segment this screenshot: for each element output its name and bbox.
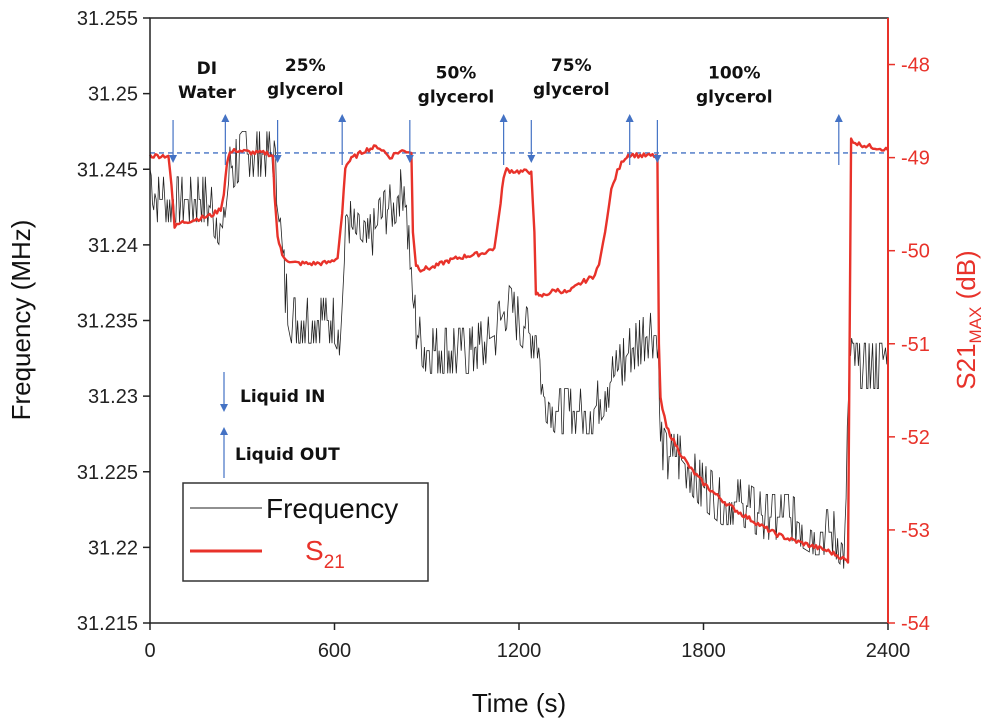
ticks-layer: 0 600 1200 1800 2400 31.215 31.22 31.225 31.23 31…	[77, 8, 930, 662]
x-tick-label: 2400	[866, 640, 911, 662]
stage-annotation: 100% glycerol	[696, 64, 773, 108]
arrow-key-out-label: Liquid OUT	[235, 445, 340, 465]
arrow-key-in-head	[220, 404, 228, 412]
y-tick-label: 31.215	[77, 613, 138, 635]
y-axis-title: Frequency (MHz)	[6, 220, 36, 421]
stage-annotation: 50% glycerol	[418, 64, 495, 108]
liquid-out-arrow-head	[338, 114, 347, 122]
liquid-out-arrow-head	[499, 114, 508, 122]
stage-annotation-line: glycerol	[267, 80, 344, 100]
x-axis-title: Time (s)	[472, 688, 566, 718]
y2-axis-title-sub: MAX	[966, 307, 985, 344]
liquid-in-arrow-head	[527, 155, 536, 163]
stage-annotation-line: DI	[197, 59, 217, 79]
stage-annotation-line: 25%	[285, 56, 326, 76]
y2-tick-label: -48	[901, 55, 930, 77]
series-s21-line	[149, 137, 889, 564]
stage-annotation-line: glycerol	[696, 88, 773, 108]
liquid-in-arrow-head	[169, 155, 178, 163]
stage-annotation-line: glycerol	[418, 88, 495, 108]
arrow-key-in-label: Liquid IN	[240, 387, 325, 407]
liquid-in-arrow-head	[273, 155, 282, 163]
y-tick-label: 31.255	[77, 8, 138, 30]
liquid-in-arrow-head	[405, 155, 414, 163]
y2-tick-label: -53	[901, 520, 930, 542]
x-tick-label: 600	[318, 640, 351, 662]
y2-axis-title-main: S21	[951, 343, 981, 389]
x-tick-label: 0	[144, 640, 155, 662]
liquid-out-arrow-head	[834, 114, 843, 122]
liquid-out-arrow-head	[221, 114, 230, 122]
stage-annotation-line: glycerol	[533, 80, 610, 100]
stage-annotation-line: 50%	[436, 64, 477, 84]
legend-box	[182, 482, 429, 582]
y2-tick-label: -52	[901, 427, 930, 449]
y-tick-label: 31.23	[88, 386, 138, 408]
legend-label-frequency: Frequency	[266, 493, 398, 524]
annotation-layer: DI Water 25% glycerol 50% glycerol 75% glycerol…	[169, 56, 843, 165]
y2-axis-title: S21MAX (dB)	[951, 250, 985, 389]
x-tick-label: 1800	[681, 640, 726, 662]
stage-annotation-line: 75%	[551, 56, 592, 76]
legend: Frequency S21	[182, 482, 429, 582]
y2-tick-label: -49	[901, 148, 930, 170]
y-tick-label: 31.225	[77, 462, 138, 484]
series-layer	[149, 131, 889, 569]
legend-label-s21-sub: 21	[324, 552, 345, 573]
stage-annotation-line: Water	[178, 83, 236, 103]
liquid-in-arrow-head	[653, 155, 662, 163]
y-tick-label: 31.24	[88, 235, 138, 257]
arrow-key-out-head	[220, 427, 228, 435]
legend-label-s21-main: S	[305, 535, 324, 566]
liquid-out-arrow-head	[625, 114, 634, 122]
y-tick-label: 31.245	[77, 159, 138, 181]
x-tick-label: 1200	[497, 640, 542, 662]
stage-annotation: 75% glycerol	[533, 56, 610, 100]
y-tick-label: 31.22	[88, 537, 138, 559]
series-frequency-line	[149, 131, 889, 569]
y-tick-label: 31.235	[77, 311, 138, 333]
y2-tick-label: -54	[901, 613, 930, 635]
y2-axis-title-unit: (dB)	[951, 250, 981, 306]
arrow-key: Liquid IN Liquid OUT	[220, 372, 340, 478]
stage-annotation: DI Water	[178, 59, 236, 103]
legend-label-s21: S21	[305, 535, 345, 573]
stage-annotation-line: 100%	[708, 64, 761, 84]
y2-tick-label: -50	[901, 241, 930, 263]
y2-tick-label: -51	[901, 334, 930, 356]
stage-annotation: 25% glycerol	[267, 56, 344, 100]
y-tick-label: 31.25	[88, 84, 138, 106]
